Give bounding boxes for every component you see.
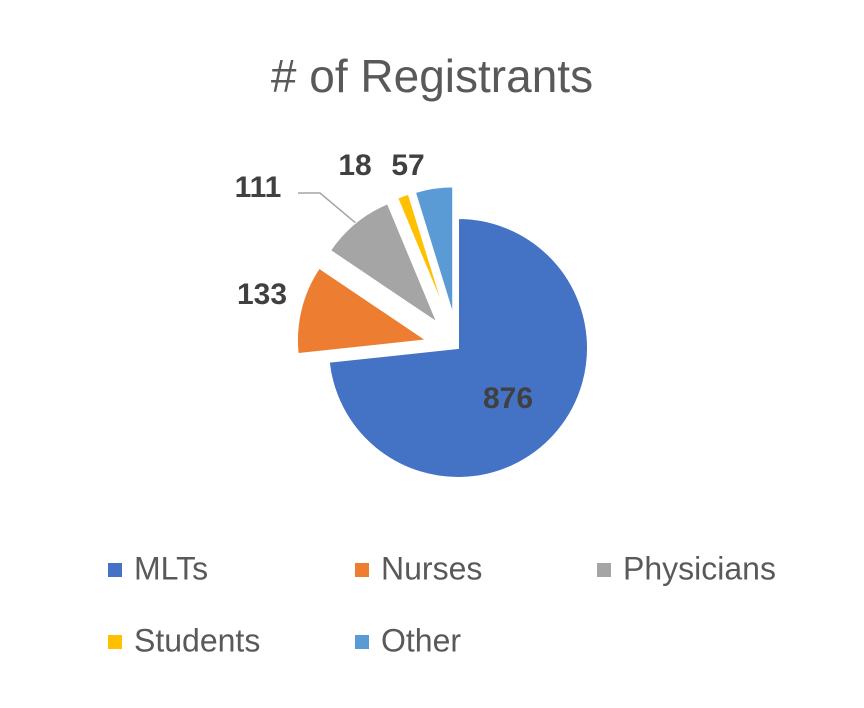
pie-slice [328, 201, 440, 326]
data-label: 876 [483, 382, 533, 415]
legend-swatch [355, 563, 369, 577]
pie-slice [413, 185, 455, 317]
legend-label: Students [134, 622, 260, 658]
pie-slice [327, 216, 589, 479]
legend-label: Nurses [381, 550, 482, 586]
legend-label: Other [381, 622, 461, 658]
legend-swatch [355, 635, 369, 649]
data-label: 57 [391, 149, 424, 182]
legend-swatch [597, 563, 611, 577]
legend-label: MLTs [134, 550, 208, 586]
data-label: 133 [237, 278, 287, 311]
data-label: 111 [235, 171, 282, 204]
data-label: 18 [338, 149, 371, 182]
legend-label: Physicians [623, 550, 776, 586]
pie-slice [296, 266, 430, 356]
legend-swatch [108, 635, 122, 649]
leader-line [298, 192, 356, 224]
pie-slice [395, 192, 449, 319]
chart-title: # of Registrants [271, 50, 593, 102]
legend-swatch [108, 563, 122, 577]
